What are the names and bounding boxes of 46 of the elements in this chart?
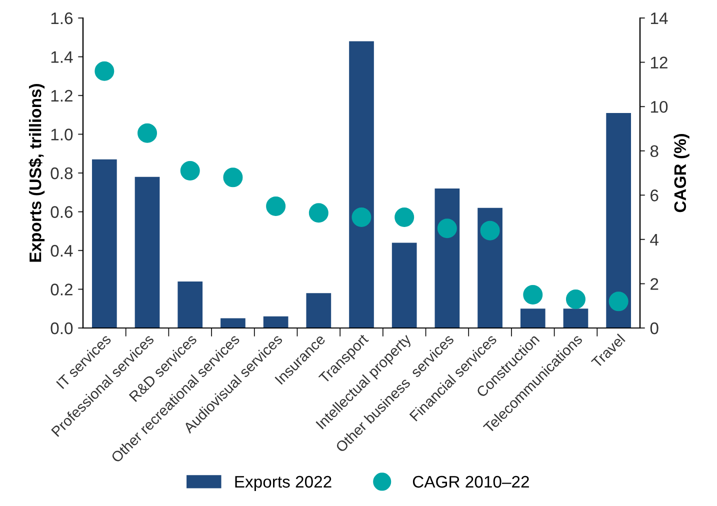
bar bbox=[306, 293, 332, 328]
bar bbox=[349, 41, 374, 328]
y-tick-label: 0.4 bbox=[50, 244, 73, 257]
point bbox=[480, 220, 500, 240]
point bbox=[394, 208, 414, 228]
y2-tick-label: 8 bbox=[650, 145, 658, 158]
point bbox=[138, 123, 158, 143]
y2-tick-label: 6 bbox=[650, 190, 658, 202]
bar bbox=[134, 176, 160, 328]
y-tick-label: 0.8 bbox=[50, 167, 73, 180]
y2-tick-label: 10 bbox=[650, 100, 668, 113]
bar bbox=[520, 308, 546, 328]
bar bbox=[92, 159, 117, 328]
bar bbox=[263, 316, 288, 328]
y-tick-label: 0.0 bbox=[50, 322, 73, 334]
legend-label: Exports 2022 bbox=[235, 476, 332, 491]
y-axis-title: Exports (US$, trillions) bbox=[28, 84, 45, 262]
y-tick-label: 1.4 bbox=[51, 51, 73, 63]
y2-tick-label: 12 bbox=[650, 56, 668, 68]
y-tick-label: 1.0 bbox=[51, 128, 73, 140]
point bbox=[94, 61, 114, 81]
y-tick-label: 0.6 bbox=[50, 206, 73, 218]
bar bbox=[178, 282, 203, 328]
point bbox=[308, 203, 328, 223]
legend-label: CAGR 2010–22 bbox=[412, 476, 529, 488]
y-tick-label: 1.6 bbox=[51, 12, 73, 24]
bar bbox=[606, 112, 631, 328]
point bbox=[180, 161, 200, 181]
bar bbox=[392, 242, 417, 328]
y2-tick-label: 2 bbox=[650, 278, 658, 290]
point bbox=[608, 292, 628, 312]
bar bbox=[563, 308, 588, 328]
y2-axis-title: CAGR (%) bbox=[674, 134, 690, 212]
y2-tick-label: 4 bbox=[650, 234, 659, 246]
y-tick-label: 1.2 bbox=[51, 90, 72, 102]
point bbox=[437, 218, 457, 238]
bar bbox=[220, 318, 246, 328]
point bbox=[223, 168, 243, 188]
point bbox=[352, 208, 372, 228]
point bbox=[266, 196, 286, 216]
y2-tick-label: 0 bbox=[650, 322, 658, 334]
y2-tick-label: 14 bbox=[650, 12, 668, 24]
point bbox=[523, 285, 543, 305]
y-tick-label: 0.2 bbox=[50, 284, 72, 296]
point bbox=[566, 289, 586, 309]
bar bbox=[434, 188, 460, 328]
